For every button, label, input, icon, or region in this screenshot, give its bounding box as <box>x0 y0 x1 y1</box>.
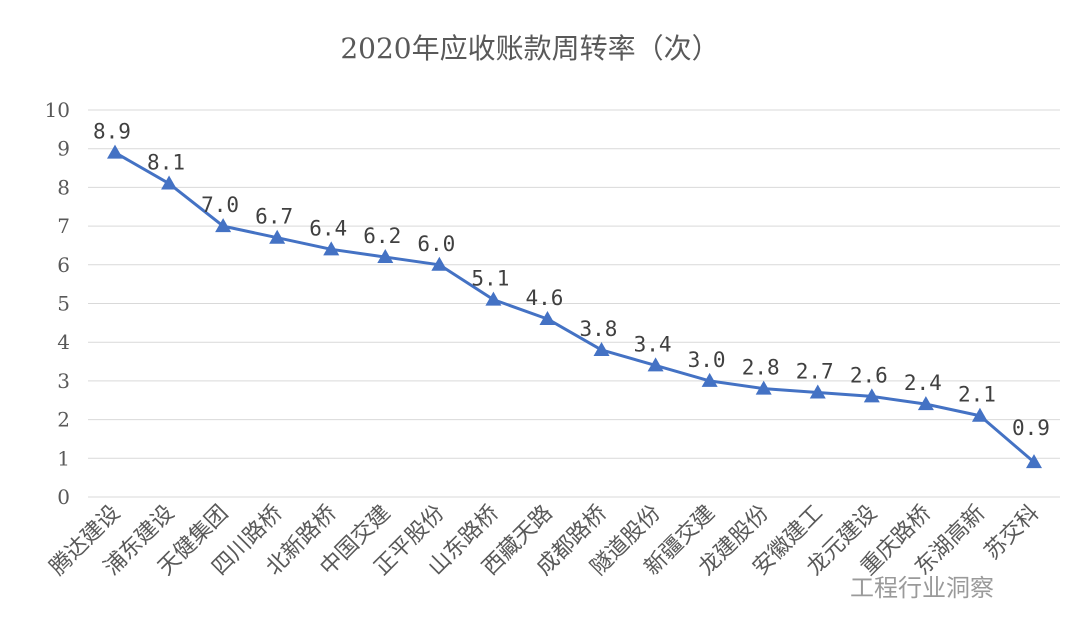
y-tick-label: 4 <box>57 330 70 354</box>
data-label: 0.9 <box>1012 416 1050 440</box>
data-label: 3.0 <box>688 348 726 372</box>
data-label: 2.6 <box>850 363 888 387</box>
data-label: 6.4 <box>309 216 347 240</box>
y-tick-label: 3 <box>57 369 70 393</box>
data-point-marker <box>755 380 772 395</box>
data-point-marker <box>809 384 826 399</box>
data-label: 4.6 <box>525 286 563 310</box>
data-point-marker <box>161 175 178 190</box>
data-label: 8.1 <box>147 151 185 175</box>
data-point-marker <box>107 144 123 159</box>
data-point-marker <box>269 229 286 244</box>
data-point-marker <box>431 256 448 271</box>
data-point-marker <box>917 396 934 411</box>
y-tick-label: 8 <box>57 175 70 199</box>
y-tick-label: 0 <box>57 485 70 509</box>
data-label: 6.0 <box>417 232 455 256</box>
series-line <box>114 151 1035 464</box>
data-point-marker <box>323 241 340 256</box>
data-point-marker <box>215 218 232 233</box>
chart-title: 2020年应收账款周转率（次） <box>340 32 719 65</box>
y-tick-label: 1 <box>57 446 70 470</box>
data-point-marker <box>377 249 394 264</box>
watermark: 工程行业洞察 <box>850 574 994 602</box>
data-point-marker <box>1026 454 1042 469</box>
data-point-marker <box>863 388 880 403</box>
data-label: 2.1 <box>958 383 996 407</box>
data-label: 2.8 <box>742 356 780 380</box>
data-label: 3.4 <box>634 332 672 356</box>
data-point-marker <box>593 341 610 356</box>
y-tick-label: 7 <box>57 214 70 238</box>
data-point-marker <box>971 407 988 422</box>
x-category-label: 苏交科 <box>980 501 1044 565</box>
y-tick-label: 6 <box>57 253 70 277</box>
data-label: 6.2 <box>363 224 401 248</box>
data-label: 7.0 <box>201 193 239 217</box>
data-point-marker <box>539 310 556 325</box>
data-label: 2.4 <box>904 371 942 395</box>
y-tick-label: 10 <box>45 98 70 122</box>
data-point-marker <box>485 291 502 306</box>
data-label: 6.7 <box>255 205 293 229</box>
y-tick-label: 9 <box>57 137 70 161</box>
data-point-marker <box>701 372 718 387</box>
data-label: 5.1 <box>471 267 509 291</box>
data-point-marker <box>647 357 664 372</box>
data-label: 3.8 <box>580 317 618 341</box>
y-tick-label: 2 <box>57 408 70 432</box>
y-tick-label: 5 <box>57 292 70 316</box>
data-label: 2.7 <box>796 360 834 384</box>
data-label: 8.9 <box>93 120 131 144</box>
